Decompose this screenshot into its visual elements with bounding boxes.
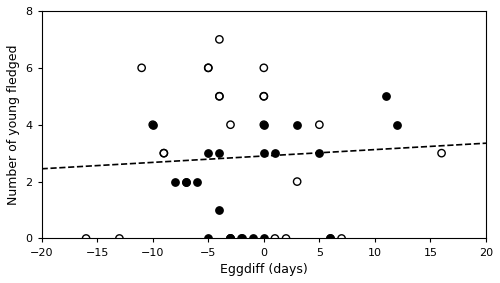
Point [216, 208, 224, 212]
Point [260, 123, 268, 127]
Point [316, 123, 324, 127]
Y-axis label: Number of young fledged: Number of young fledged [7, 44, 20, 205]
Point [316, 151, 324, 155]
Point [326, 236, 334, 241]
Point [260, 123, 268, 127]
Point [171, 179, 179, 184]
Point [148, 123, 156, 127]
Point [326, 236, 334, 241]
Point [216, 151, 224, 155]
Point [138, 66, 145, 70]
Point [226, 236, 234, 241]
Point [260, 151, 268, 155]
Point [338, 236, 345, 241]
Point [260, 94, 268, 98]
Point [293, 179, 301, 184]
Point [160, 151, 168, 155]
Point [204, 66, 212, 70]
Point [238, 236, 246, 241]
Point [271, 151, 279, 155]
Point [260, 236, 268, 241]
Point [226, 236, 234, 241]
Point [216, 37, 224, 42]
Point [293, 123, 301, 127]
Point [204, 66, 212, 70]
Point [271, 236, 279, 241]
Point [216, 94, 224, 98]
Point [226, 236, 234, 241]
X-axis label: Eggdiff (days): Eggdiff (days) [220, 263, 308, 276]
Point [182, 179, 190, 184]
Point [182, 179, 190, 184]
Point [204, 151, 212, 155]
Point [193, 179, 201, 184]
Point [226, 123, 234, 127]
Point [82, 236, 90, 241]
Point [204, 236, 212, 241]
Point [248, 236, 256, 241]
Point [238, 236, 246, 241]
Point [260, 66, 268, 70]
Point [160, 151, 168, 155]
Point [260, 94, 268, 98]
Point [438, 151, 446, 155]
Point [148, 123, 156, 127]
Point [282, 236, 290, 241]
Point [382, 94, 390, 98]
Point [216, 94, 224, 98]
Point [393, 123, 401, 127]
Point [116, 236, 124, 241]
